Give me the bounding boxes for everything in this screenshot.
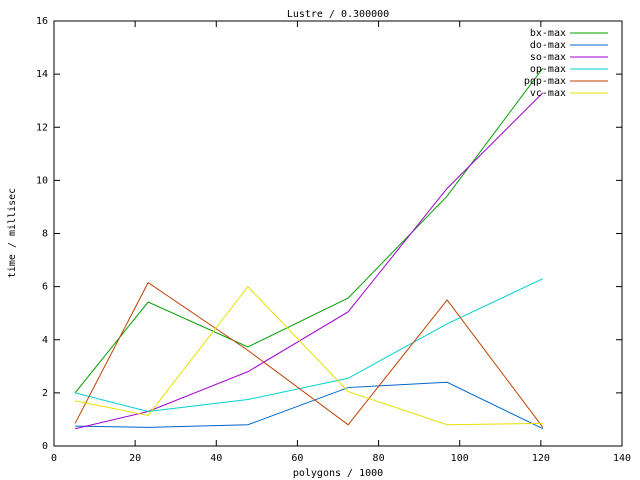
legend-label: vc-max — [530, 88, 566, 99]
series-line — [74, 92, 544, 430]
legend-label: so-max — [530, 52, 566, 63]
series-line — [74, 281, 544, 428]
legend-label: op-max — [530, 64, 566, 75]
x-tick-label: 140 — [613, 453, 631, 464]
series-line — [74, 67, 544, 394]
y-axis-label: time / millisec — [7, 188, 18, 278]
x-axis-label: polygons / 1000 — [293, 468, 383, 479]
x-tick-label: 20 — [129, 453, 141, 464]
x-tick-label: 0 — [51, 453, 57, 464]
y-tick-label: 8 — [42, 229, 48, 240]
series-line — [75, 381, 544, 430]
y-tick-label: 6 — [42, 282, 48, 293]
legend-label: do-max — [530, 40, 566, 51]
legend-label: pqp-max — [524, 76, 566, 87]
legend-label: bx-max — [530, 28, 566, 39]
y-tick-label: 14 — [36, 69, 48, 80]
series-line — [74, 278, 544, 412]
y-tick-label: 0 — [42, 441, 48, 452]
y-tick-label: 4 — [42, 335, 48, 346]
y-tick-label: 12 — [36, 122, 48, 133]
y-tick-label: 10 — [36, 175, 48, 186]
chart-title: Lustre / 0.300000 — [287, 9, 389, 20]
x-tick-label: 40 — [210, 453, 222, 464]
y-tick-label: 2 — [42, 388, 48, 399]
x-tick-label: 60 — [291, 453, 303, 464]
y-tick-label: 16 — [36, 16, 48, 27]
x-tick-label: 120 — [532, 453, 550, 464]
series-line — [74, 285, 543, 426]
x-tick-label: 100 — [451, 453, 469, 464]
x-tick-label: 80 — [373, 453, 385, 464]
